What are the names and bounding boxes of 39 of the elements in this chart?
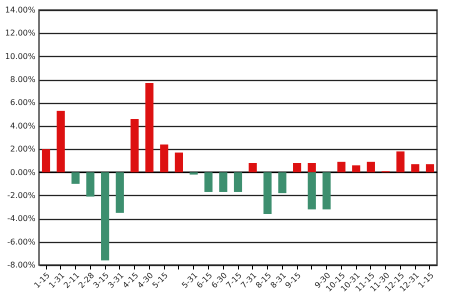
y-tick-label: 10.00% [4, 52, 36, 61]
bar [234, 172, 242, 192]
bar [352, 165, 360, 172]
bar [174, 152, 183, 172]
y-tick-label: -6.00% [7, 237, 36, 246]
y-tick-label: 2.00% [10, 144, 36, 154]
bar [337, 162, 346, 172]
bar [190, 172, 198, 175]
bar [366, 162, 375, 172]
y-tick-label: 6.00% [10, 98, 36, 108]
bar [116, 172, 124, 213]
bar [42, 149, 50, 172]
bar [411, 164, 420, 172]
bar [278, 172, 286, 194]
y-tick-label: -8.00% [7, 260, 36, 270]
bar [426, 164, 434, 172]
bar [160, 144, 168, 172]
bar [71, 172, 80, 184]
bar [219, 172, 228, 192]
bar [145, 83, 154, 172]
bar [101, 172, 110, 260]
bar [130, 118, 139, 172]
bar [308, 172, 316, 210]
bar [263, 172, 272, 214]
y-tick-label: -4.00% [7, 214, 36, 224]
y-tick-label: 0.00% [10, 168, 36, 177]
bar [248, 163, 257, 172]
bar [56, 110, 65, 172]
bar [293, 163, 302, 172]
bar [396, 151, 405, 172]
bar [308, 163, 316, 172]
y-tick-label: 4.00% [10, 121, 36, 130]
y-tick-label: 12.00% [4, 28, 36, 38]
y-tick-label: -2.00% [7, 190, 36, 200]
y-tick-label: 14.00% [4, 6, 36, 14]
y-tick-label: 8.00% [10, 75, 36, 84]
bar [322, 172, 331, 210]
bar [86, 172, 94, 197]
bar [204, 172, 213, 192]
